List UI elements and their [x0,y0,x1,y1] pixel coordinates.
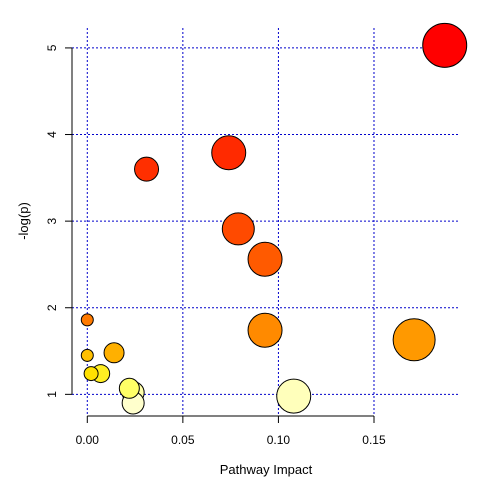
data-point [221,212,255,246]
y-tick-label: 5 [45,44,59,51]
data-point [422,22,468,68]
x-tick-label: 0.15 [362,433,386,447]
y-tick-label: 2 [45,304,59,311]
data-point [80,313,94,327]
x-axis-ticks: 0.00 0.05 0.10 0.15 [76,416,386,447]
data-point [276,378,312,414]
data-point [247,241,283,277]
data-point [247,312,283,348]
x-tick-label: 0.00 [76,433,100,447]
data-point [134,156,160,182]
data-point [392,318,436,362]
x-axis-label: Pathway Impact [220,462,313,477]
data-point [118,377,140,399]
y-tick-label: 3 [45,217,59,224]
data-point [80,348,94,362]
y-axis-label: -log(p) [16,202,31,240]
data-point [211,135,247,171]
x-tick-label: 0.10 [267,433,291,447]
data-points [80,22,468,415]
data-point [83,366,99,382]
y-tick-label: 1 [45,391,59,398]
x-tick-label: 0.05 [171,433,195,447]
data-point [103,342,125,364]
y-tick-label: 4 [45,131,59,138]
grid-lines [72,28,460,416]
y-axis-ticks: 1 2 3 4 5 [45,44,72,398]
